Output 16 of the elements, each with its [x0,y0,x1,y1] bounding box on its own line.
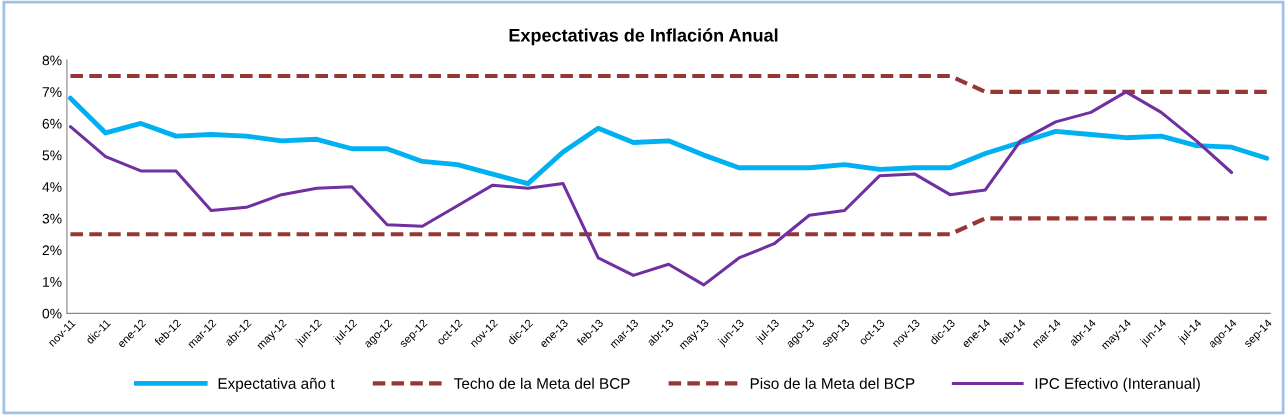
y-tick-label: 2% [42,245,62,256]
y-tick-label: 7% [42,87,62,97]
legend-label: Techo de la Meta del BCP [454,377,630,389]
y-tick-label: 5% [42,150,62,161]
legend-label: Expectativa año t [218,377,335,392]
chart-title: Expectativas de Inflación Anual [509,28,778,46]
line-series [68,90,1234,287]
y-tick-label: 1% [43,277,62,287]
y-tick-label: 3% [42,213,62,224]
y-tick-label: 8% [42,55,62,66]
y-tick-label: 0% [42,308,62,319]
line-series [68,95,1270,187]
legend-label: Piso de la Meta del BCP [750,377,915,389]
y-tick-label: 6% [42,118,62,129]
y-tick-label: 4% [42,182,62,192]
legend-label: IPC Efectivo (Interanual) [1035,377,1200,392]
